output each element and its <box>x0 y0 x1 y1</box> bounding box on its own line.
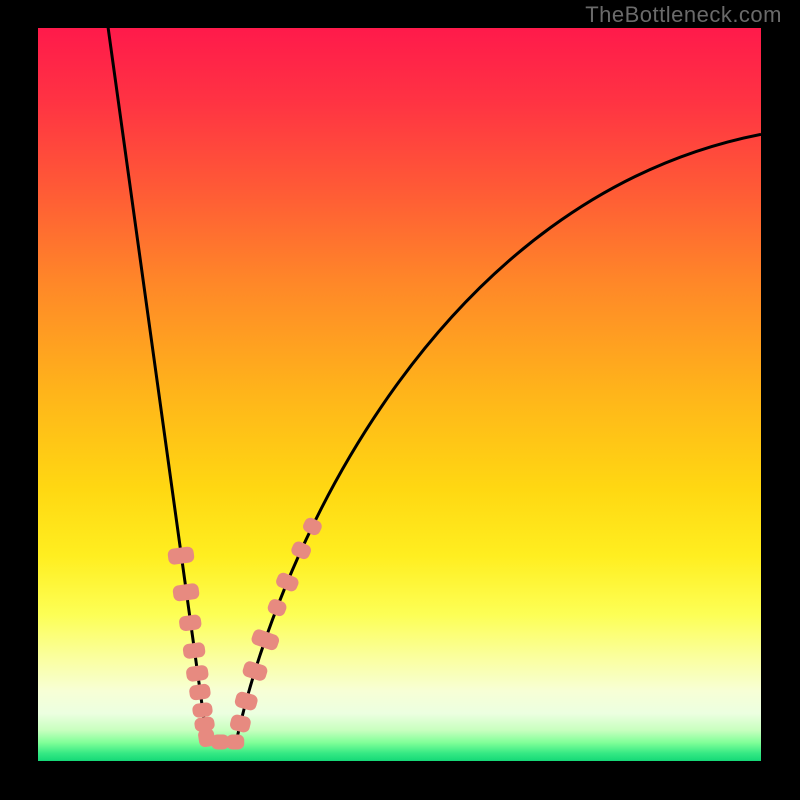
curve-marker <box>289 540 313 562</box>
curve-marker <box>182 642 206 660</box>
curve-marker <box>167 546 195 565</box>
curve-marker <box>250 628 281 652</box>
curve-marker <box>188 683 211 701</box>
curve-marker <box>229 713 252 733</box>
curve-marker <box>301 516 324 537</box>
curve-marker <box>233 690 258 711</box>
curve-marker <box>185 664 209 682</box>
curve-marker <box>274 571 300 593</box>
curve-marker <box>172 583 200 602</box>
curve-marker <box>192 702 214 719</box>
bottleneck-curve <box>103 0 761 742</box>
curve-marker <box>241 660 269 682</box>
curve-marker <box>266 597 288 617</box>
curve-marker <box>226 734 244 749</box>
curve-overlay <box>0 0 800 800</box>
curve-marker <box>178 614 202 632</box>
